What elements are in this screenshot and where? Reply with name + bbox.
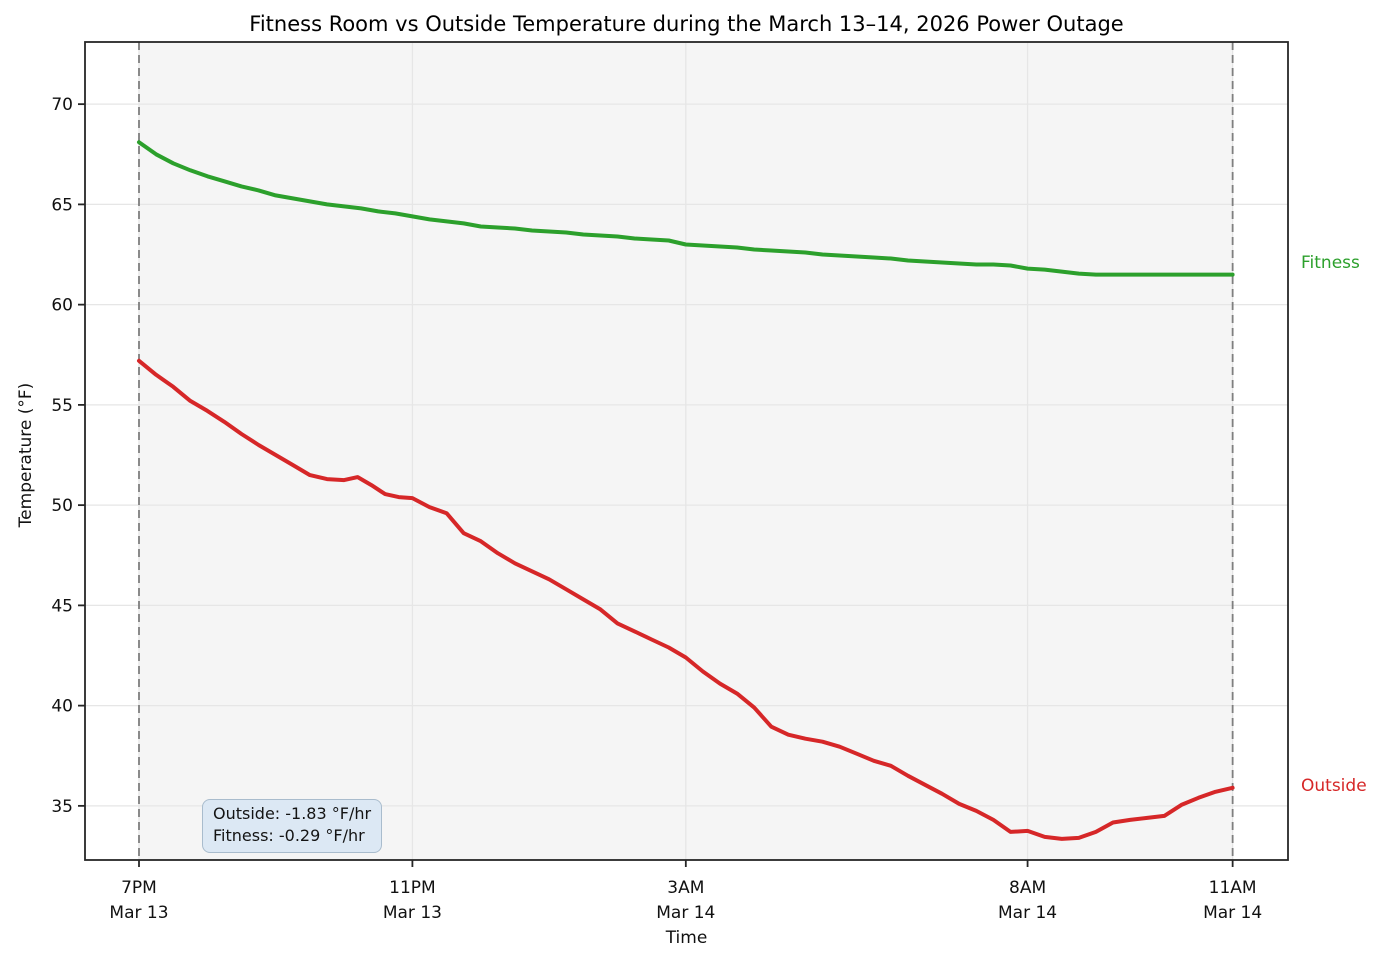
y-tick-label: 45 [51, 596, 73, 616]
x-tick-label-time: 7PM [121, 878, 157, 898]
y-tick-label: 50 [51, 496, 73, 516]
rate-annotation: Outside: -1.83 °F/hr Fitness: -0.29 °F/h… [202, 799, 383, 853]
x-tick-label-date: Mar 14 [998, 903, 1057, 923]
rate-annotation-fitness: Fitness: -0.29 °F/hr [213, 826, 365, 846]
y-tick-label: 60 [51, 296, 73, 316]
x-tick-label-time: 3AM [667, 878, 704, 898]
y-tick-label: 70 [51, 95, 73, 115]
y-tick-label: 35 [51, 797, 73, 817]
x-axis-label: Time [665, 928, 708, 948]
x-tick-label-time: 11AM [1209, 878, 1257, 898]
series-line-fitness [137, 140, 1235, 277]
x-tick-label-date: Mar 13 [109, 903, 168, 923]
x-tick-label-time: 8AM [1009, 878, 1046, 898]
fitness-series-label: Fitness [1301, 252, 1360, 273]
y-tick-label: 65 [51, 195, 73, 215]
series-line-outside [137, 358, 1235, 841]
outside-series-label: Outside [1301, 775, 1367, 796]
x-tick-label-date: Mar 13 [383, 903, 442, 923]
x-tick-label-time: 11PM [389, 878, 436, 898]
x-tick-label-date: Mar 14 [656, 903, 715, 923]
y-tick-label: 40 [51, 697, 73, 717]
x-tick-label-date: Mar 14 [1203, 903, 1262, 923]
chart-title: Fitness Room vs Outside Temperature duri… [249, 12, 1124, 36]
rate-annotation-outside: Outside: -1.83 °F/hr [213, 804, 372, 823]
y-axis-label: Temperature (°F) [16, 382, 36, 528]
y-tick-label: 55 [51, 396, 73, 416]
